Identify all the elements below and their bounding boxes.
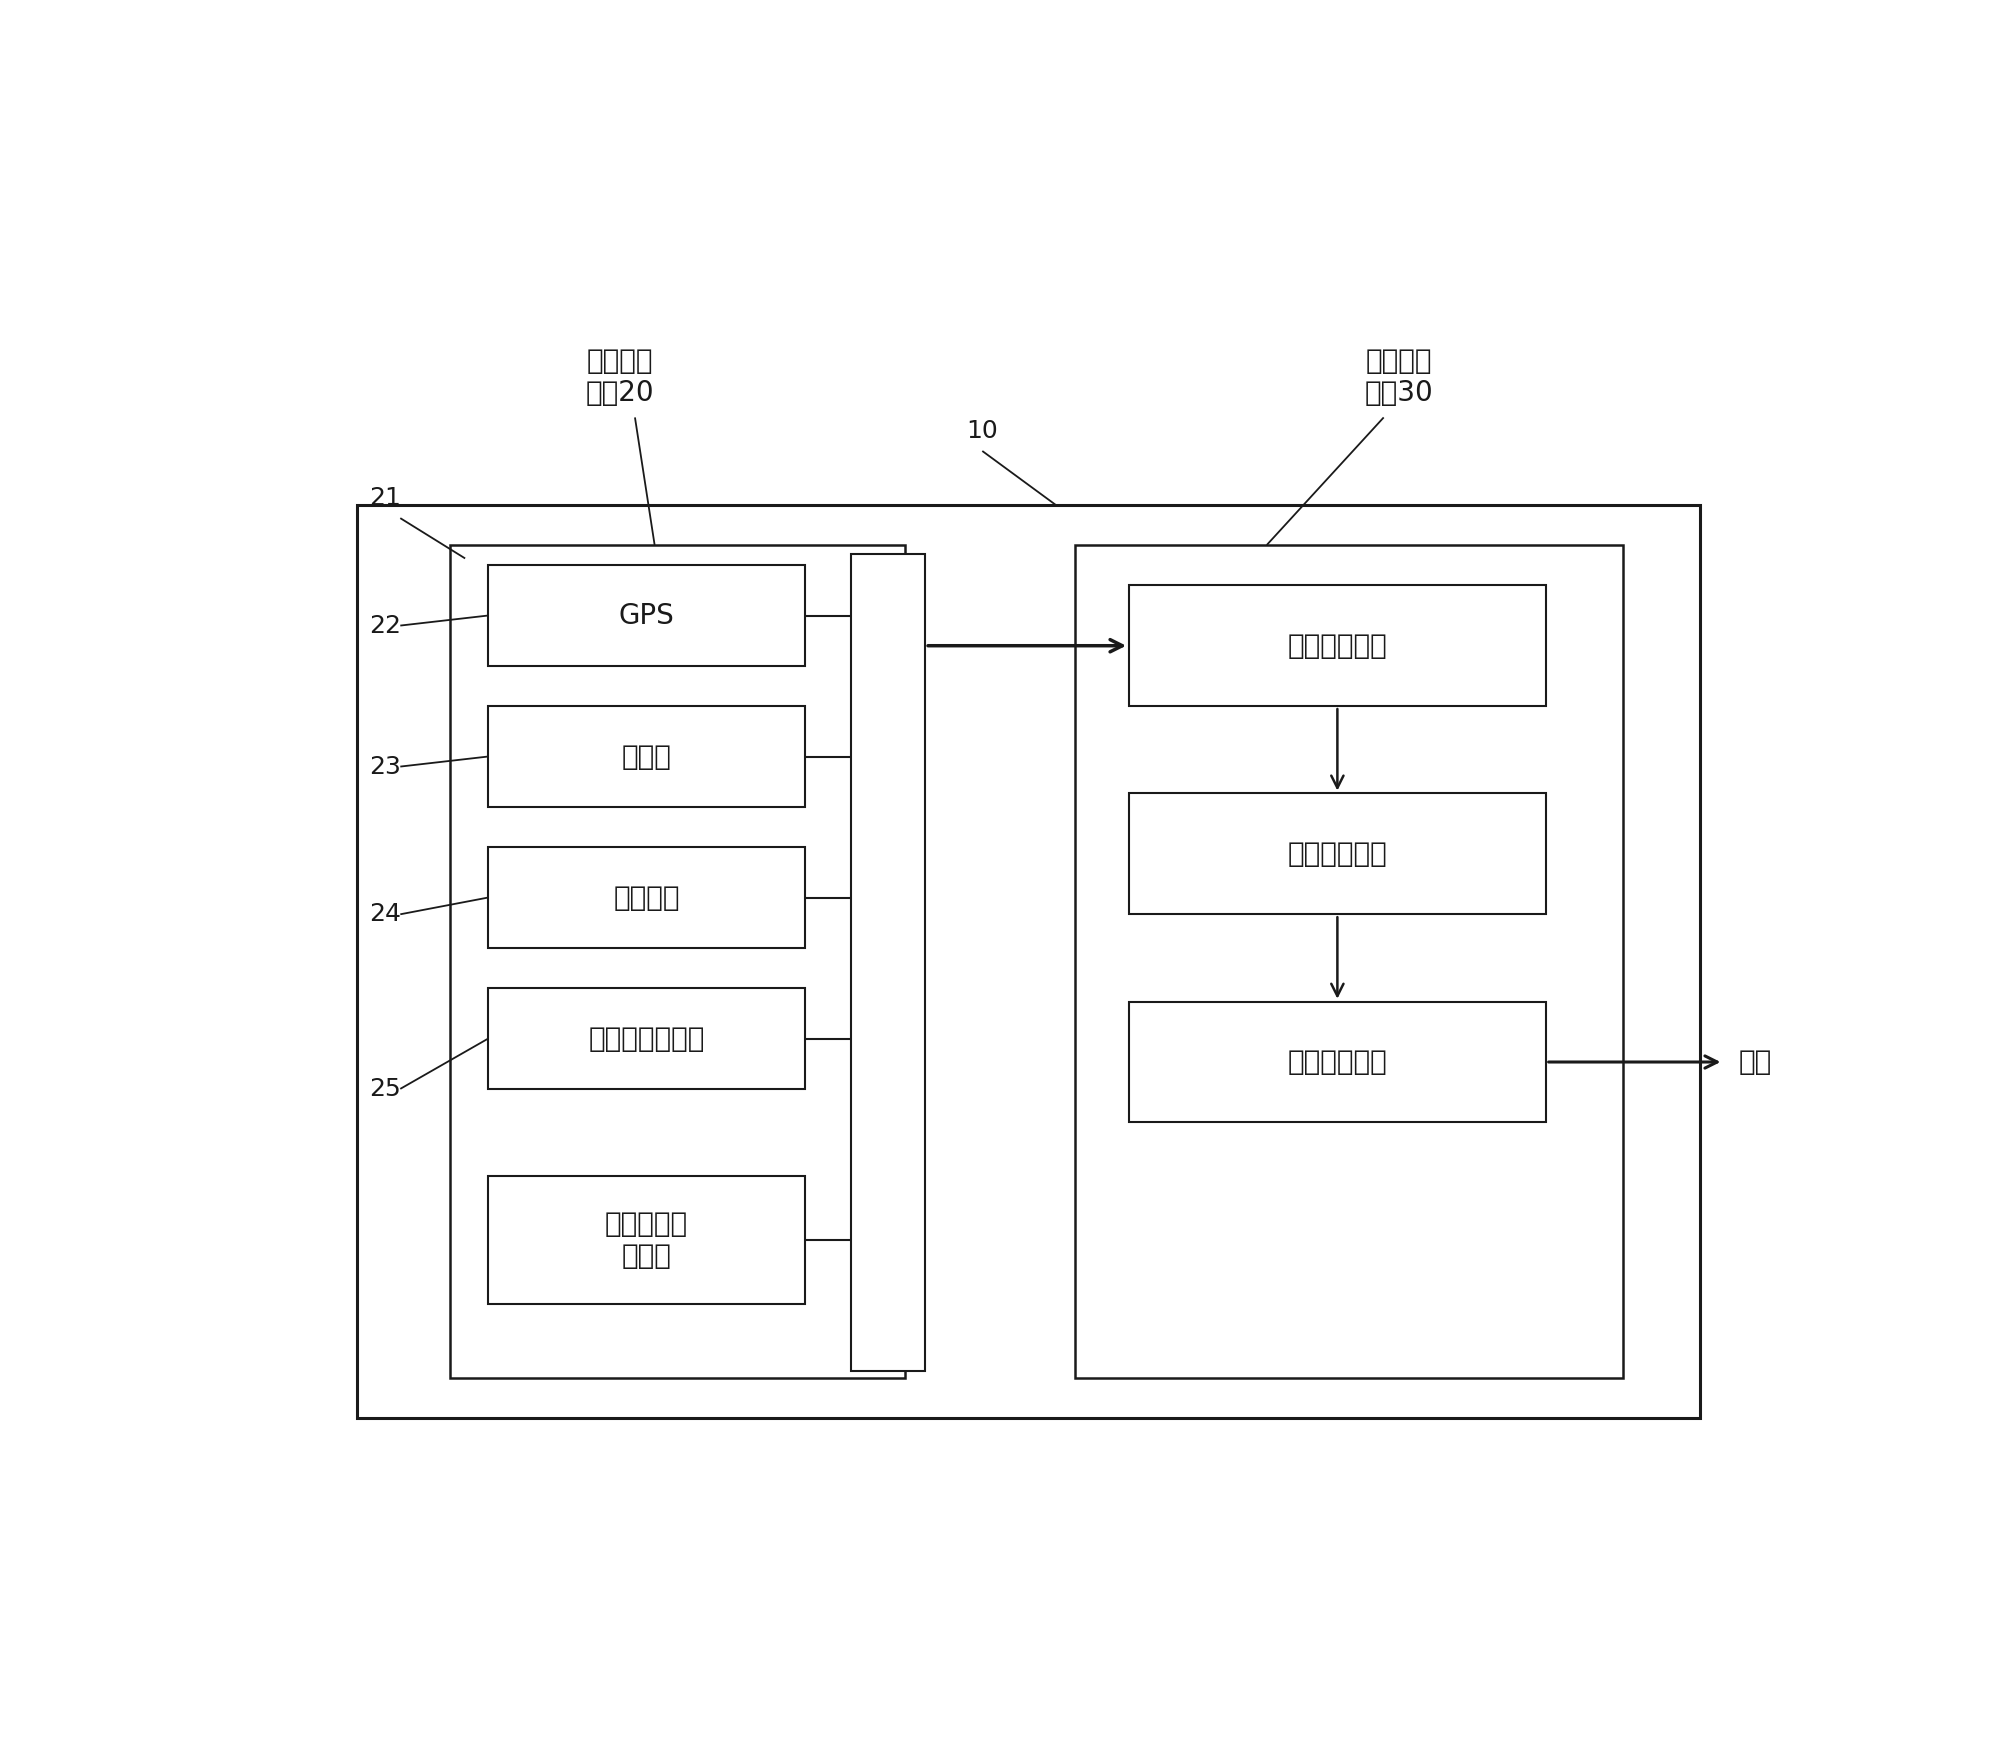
Bar — [357, 504, 1699, 1418]
Text: 信号采集
单冓20: 信号采集 单冓20 — [586, 347, 653, 408]
Text: 方向盘角度
传感器: 方向盘角度 传感器 — [606, 1210, 687, 1270]
Text: 22: 22 — [369, 614, 402, 638]
Text: 23: 23 — [369, 755, 400, 778]
Text: 加速度计: 加速度计 — [614, 884, 679, 912]
Bar — [488, 565, 805, 666]
Text: 陌螺仪: 陌螺仪 — [622, 743, 671, 771]
Bar — [1129, 1001, 1546, 1123]
Text: 24: 24 — [369, 902, 402, 926]
Text: GPS: GPS — [620, 602, 675, 630]
Bar — [1076, 544, 1623, 1378]
Bar — [488, 1175, 805, 1305]
Text: 数据控制模块: 数据控制模块 — [1287, 1048, 1386, 1076]
Bar — [1129, 794, 1546, 914]
Bar — [488, 989, 805, 1088]
Bar — [488, 848, 805, 947]
Text: 10: 10 — [966, 419, 998, 443]
Bar — [488, 706, 805, 807]
Text: 电子控制
单冓30: 电子控制 单冓30 — [1365, 347, 1434, 408]
Text: 21: 21 — [369, 487, 400, 509]
Text: 车轮转速传感器: 车轮转速传感器 — [588, 1024, 705, 1053]
Bar — [851, 555, 924, 1371]
Text: 输出: 输出 — [1739, 1048, 1773, 1076]
Text: 数据处理模块: 数据处理模块 — [1287, 841, 1386, 869]
Text: 数据接收模块: 数据接收模块 — [1287, 631, 1386, 659]
Bar — [450, 544, 904, 1378]
Text: 25: 25 — [369, 1076, 400, 1100]
Bar — [1129, 586, 1546, 706]
